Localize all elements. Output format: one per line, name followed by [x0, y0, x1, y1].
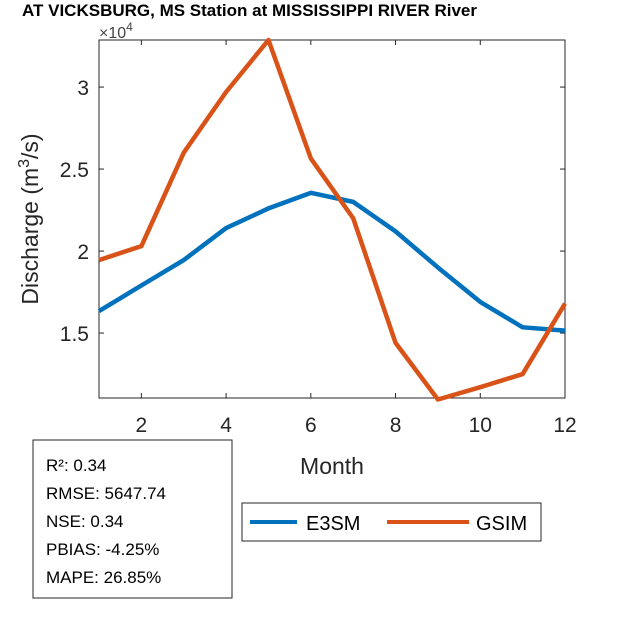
x-tick-label: 12 — [553, 414, 576, 437]
stats-box: R²: 0.34 RMSE: 5647.74 NSE: 0.34 PBIAS: … — [32, 439, 233, 599]
y-tick-label: 3 — [77, 77, 89, 100]
x-tick-label: 2 — [136, 414, 148, 437]
chart-title: AT VICKSBURG, MS Station at MISSISSIPPI … — [22, 1, 477, 20]
x-axis-label: Month — [300, 453, 364, 479]
stat-r2: R²: 0.34 — [46, 456, 106, 475]
series-line-e3sm — [97, 190, 566, 333]
y-tick-label: 1.5 — [60, 323, 89, 346]
legend: E3SM GSIM — [241, 502, 542, 542]
x-tick-label: 6 — [305, 414, 317, 437]
x-tick-label: 8 — [390, 414, 402, 437]
y-tick-label: 2 — [77, 241, 89, 264]
legend-label-e3sm: E3SM — [306, 513, 360, 535]
x-tick-label: 10 — [469, 414, 492, 437]
stat-rmse: RMSE: 5647.74 — [46, 484, 166, 503]
stat-mape: MAPE: 26.85% — [46, 568, 161, 587]
series-line-gsim — [98, 37, 567, 402]
legend-label-gsim: GSIM — [476, 513, 527, 535]
stat-nse: NSE: 0.34 — [46, 512, 124, 531]
x-tick-label: 4 — [220, 414, 232, 437]
y-exponent: ×104 — [99, 20, 133, 42]
y-tick-label: 2.5 — [60, 159, 89, 182]
y-axis-label: Discharge (m3/s) — [16, 133, 43, 304]
plot-area — [98, 39, 566, 399]
stat-pbias: PBIAS: -4.25% — [46, 540, 159, 559]
